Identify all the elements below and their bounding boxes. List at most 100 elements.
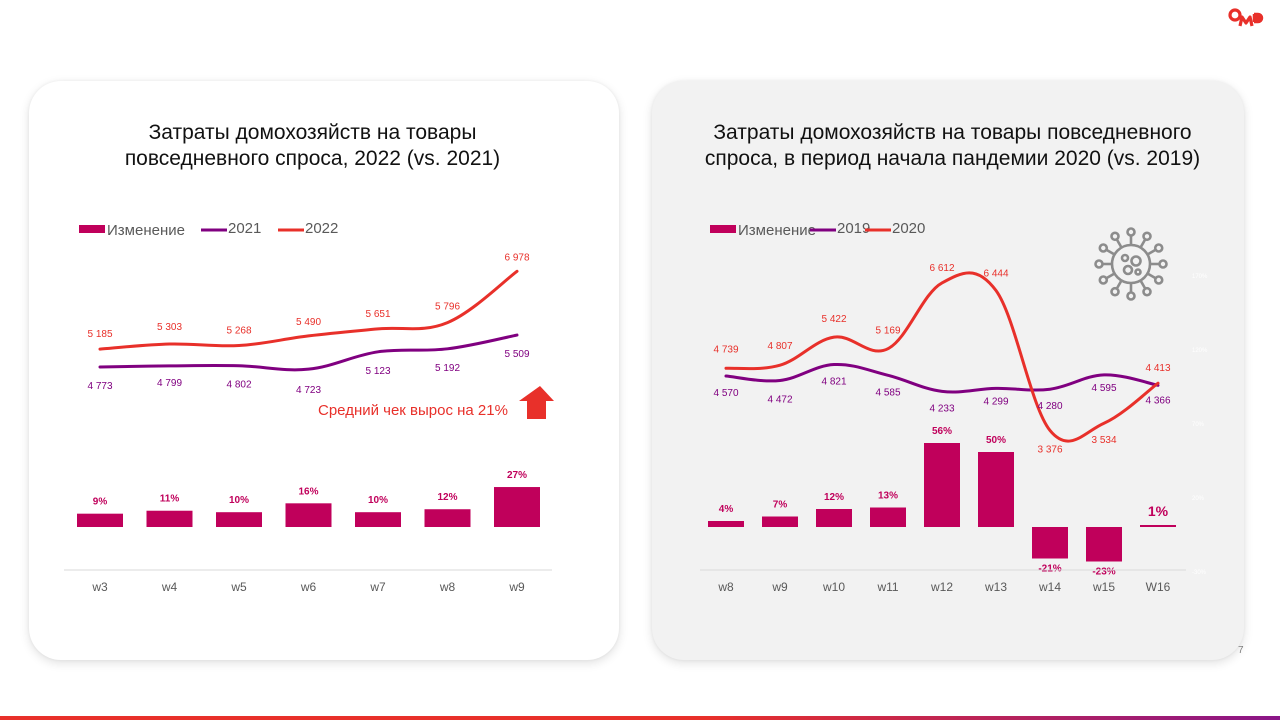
point-label-2022-w5: 5 268	[226, 326, 251, 337]
right-chart-title: Затраты домохозяйств на товары повседнев…	[670, 120, 1235, 172]
omd-logo	[1228, 8, 1268, 33]
point-label-2019-w14: 4 280	[1037, 401, 1062, 412]
bar-w11	[870, 507, 906, 527]
bar-label-W16: 1%	[1148, 503, 1169, 519]
line-2022	[98, 269, 519, 351]
bar-w10	[816, 509, 852, 527]
point-label-2020-w14: 3 376	[1037, 444, 1062, 455]
secondary-tick: 70%	[1192, 422, 1205, 428]
bar-label-w10: 12%	[824, 492, 844, 503]
point-label-2021-w7: 5 123	[365, 366, 390, 377]
point-label-2021-w9: 5 509	[504, 349, 529, 360]
bar-W16	[1140, 525, 1176, 527]
x-tick-w9: w9	[771, 580, 788, 594]
legend-label-curr: 2022	[305, 220, 338, 237]
bar-w13	[978, 452, 1014, 527]
point-label-2021-w8: 5 192	[435, 363, 460, 374]
point-label-2022-w3: 5 185	[87, 329, 112, 340]
bar-w12	[924, 443, 960, 527]
bar-label-w6: 16%	[298, 486, 318, 497]
x-tick-w4: w4	[161, 580, 178, 594]
bar-w15	[1086, 527, 1122, 562]
point-label-2022-w6: 5 490	[296, 317, 321, 328]
legend-swatch-change	[79, 225, 105, 233]
bar-w5	[216, 512, 262, 527]
line-2019	[724, 363, 1160, 394]
point-label-2022-w8: 5 796	[435, 302, 460, 313]
x-tick-w5: w5	[230, 580, 247, 594]
point-label-2020-w10: 5 422	[821, 314, 846, 325]
secondary-tick: 20%	[1192, 496, 1205, 502]
x-tick-w7: w7	[369, 580, 386, 594]
left-title-line1: Затраты домохозяйств на товары	[148, 121, 477, 144]
legend-label-prev: 2021	[228, 220, 261, 237]
bar-w14	[1032, 527, 1068, 559]
right-title-line2: спроса, в период начала пандемии 2020 (v…	[704, 147, 1201, 170]
legend-swatch-change	[710, 225, 736, 233]
avg-check-callout: Средний чек вырос на 21%	[318, 402, 508, 419]
x-tick-w9: w9	[508, 580, 525, 594]
x-tick-W16: W16	[1146, 580, 1171, 594]
bar-w4	[146, 510, 193, 527]
bar-label-w12: 56%	[932, 426, 952, 437]
bar-w8	[424, 509, 471, 527]
bar-label-w3: 9%	[93, 497, 108, 508]
right-legend: Изменение 2019 2020	[710, 220, 925, 239]
x-tick-w10: w10	[822, 580, 845, 594]
point-label-2021-w3: 4 773	[87, 381, 112, 392]
x-tick-w11: w11	[876, 580, 898, 594]
left-legend: Изменение 2021 2022	[79, 220, 338, 239]
x-tick-w15: w15	[1092, 580, 1115, 594]
bar-label-w15: -23%	[1092, 567, 1115, 578]
point-label-2020-W16: 4 413	[1145, 363, 1170, 374]
virus-icon	[1094, 227, 1168, 301]
line-2021	[98, 333, 519, 372]
bottom-accent-bar	[0, 716, 1280, 720]
point-label-2022-w9: 6 978	[504, 252, 529, 263]
x-tick-w3: w3	[91, 580, 108, 594]
point-label-2021-w4: 4 799	[157, 378, 182, 389]
bar-w8	[708, 521, 744, 527]
bar-label-w8: 4%	[719, 504, 734, 515]
point-label-2019-w13: 4 299	[983, 396, 1008, 407]
left-title-line2: повседневного спроса, 2022 (vs. 2021)	[124, 147, 501, 170]
secondary-tick: 120%	[1192, 348, 1208, 354]
x-tick-w12: w12	[930, 580, 953, 594]
bar-w6	[285, 503, 332, 527]
bar-w7	[355, 512, 401, 527]
point-label-2019-w8: 4 570	[713, 388, 738, 399]
legend-label-curr: 2020	[892, 220, 925, 237]
point-label-2019-w10: 4 821	[821, 377, 846, 388]
bar-w3	[77, 513, 123, 527]
point-label-2019-W16: 4 366	[1145, 395, 1170, 406]
point-label-2020-w12: 6 612	[929, 263, 954, 274]
line-2020	[724, 271, 1160, 443]
bar-label-w14: -21%	[1038, 564, 1061, 575]
bar-label-w8: 12%	[437, 492, 457, 503]
legend-label-prev: 2019	[837, 220, 870, 237]
bar-label-w9: 7%	[773, 500, 788, 511]
point-label-2019-w9: 4 472	[767, 394, 792, 405]
chart-panel-left	[29, 81, 619, 660]
point-label-2020-w9: 4 807	[767, 341, 792, 352]
bar-label-w4: 11%	[160, 494, 180, 505]
secondary-tick: 170%	[1192, 274, 1208, 280]
omd-logo-icon	[1228, 8, 1264, 27]
page-number: 7	[1238, 645, 1244, 656]
chart-panel-right	[652, 81, 1244, 660]
bar-label-w9: 27%	[507, 470, 527, 481]
bar-w9	[494, 487, 540, 527]
point-label-2021-w6: 4 723	[296, 385, 321, 396]
x-tick-w8: w8	[439, 580, 456, 594]
x-tick-w8: w8	[717, 580, 734, 594]
point-label-2019-w15: 4 595	[1091, 383, 1116, 394]
secondary-axis: 170% 120% 70% 20% -30%	[1192, 274, 1208, 576]
point-label-2020-w15: 3 534	[1091, 435, 1116, 446]
bar-label-w11: 13%	[878, 491, 898, 502]
bar-label-w13: 50%	[986, 435, 1006, 446]
point-label-2020-w8: 4 739	[713, 344, 738, 355]
point-label-2019-w11: 4 585	[875, 387, 900, 398]
bar-label-w7: 10%	[368, 495, 388, 506]
right-title-line1: Затраты домохозяйств на товары повседнев…	[713, 121, 1192, 144]
